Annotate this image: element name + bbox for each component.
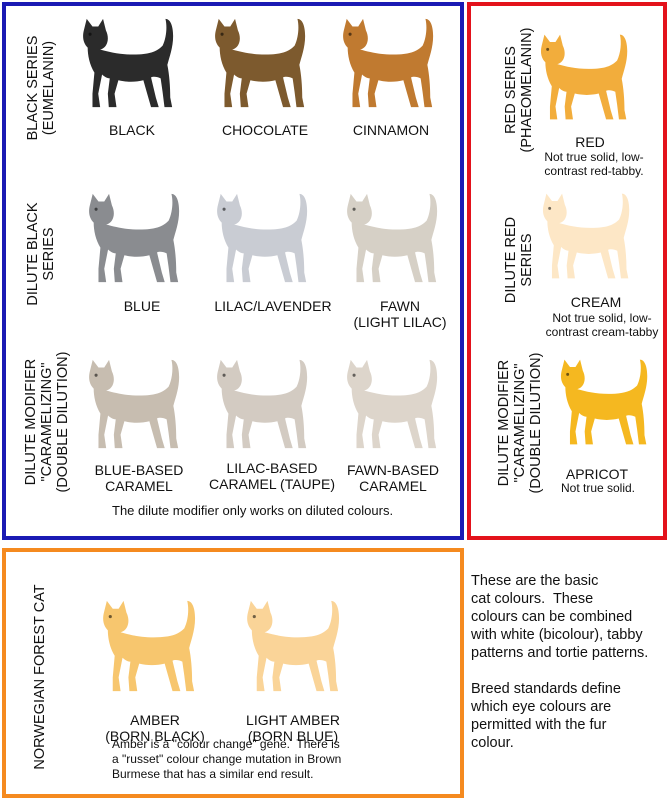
phaeomelanin-panel	[467, 2, 667, 540]
caption-lilac-caramel: LILAC-BASED CARAMEL (TAUPE)	[208, 460, 336, 492]
cat-lilac-icon	[217, 193, 308, 283]
cat-blue-icon	[89, 193, 180, 283]
cat-apricot-icon	[560, 359, 648, 445]
caption-blue: BLUE	[123, 298, 161, 314]
cat-black-icon	[83, 18, 174, 108]
dilute-modifier-series-label: DILUTE MODIFIER "CARAMELIZING" (DOUBLE D…	[23, 351, 71, 493]
caption-apricot: APRICOT	[565, 466, 629, 482]
cat-fawn-caramel-icon	[347, 359, 438, 449]
amber-note: Amber is a "colour change" gene. There i…	[112, 737, 342, 781]
dilute-red-series-label: DILUTE RED SERIES	[503, 216, 535, 304]
caption-fawn: FAWN (LIGHT LILAC)	[353, 298, 447, 330]
cat-amber-icon	[103, 600, 196, 692]
dilute-modifier-note: The dilute modifier only works on dilute…	[112, 503, 394, 518]
subnote-red: Not true solid, low- contrast red-tabby.	[544, 150, 644, 178]
caption-chocolate: CHOCOLATE	[221, 122, 309, 138]
side-text-breed-standards: Breed standards define which eye colours…	[471, 681, 621, 751]
cat-fawn-icon	[347, 193, 438, 283]
cat-cinnamon-icon	[343, 18, 434, 108]
dilute-modifier-red-series-label: DILUTE MODIFIER "CARAMELIZING" (DOUBLE D…	[496, 352, 544, 494]
caption-blue-caramel: BLUE-BASED CARAMEL	[94, 462, 184, 494]
black-series-label: BLACK SERIES (EUMELANIN)	[25, 35, 57, 141]
caption-amber: AMBER (BORN BLACK)	[105, 712, 205, 744]
caption-red: RED	[575, 134, 605, 150]
side-text: These are the basic cat colours. These c…	[471, 572, 667, 770]
caption-cinnamon: CINNAMON	[352, 122, 430, 138]
norwegian-forest-cat-label: NORWEGIAN FOREST CAT	[32, 584, 48, 770]
cat-light-amber-icon	[247, 600, 340, 692]
eumelanin-panel	[2, 2, 464, 540]
caption-black: BLACK	[109, 122, 155, 138]
subnote-apricot: Not true solid.	[560, 481, 636, 495]
norwegian-forest-cat-panel	[2, 548, 464, 798]
caption-cream: CREAM	[570, 294, 622, 310]
cat-lilac-caramel-icon	[217, 359, 308, 449]
cat-chocolate-icon	[215, 18, 306, 108]
red-series-label: RED SERIES (PHAEOMELANIN)	[503, 27, 535, 153]
caption-lilac: LILAC/LAVENDER	[214, 298, 332, 314]
caption-fawn-caramel: FAWN-BASED CARAMEL	[346, 462, 440, 494]
cat-red-icon	[540, 34, 628, 120]
cat-cream-icon	[542, 193, 630, 279]
side-text-basic-colours: These are the basic cat colours. These c…	[471, 573, 649, 661]
subnote-cream: Not true solid, low- contrast cream-tabb…	[545, 311, 659, 339]
dilute-black-series-label: DILUTE BLACK SERIES	[25, 202, 57, 306]
caption-light-amber: LIGHT AMBER (BORN BLUE)	[246, 712, 340, 744]
cat-blue-caramel-icon	[89, 359, 180, 449]
